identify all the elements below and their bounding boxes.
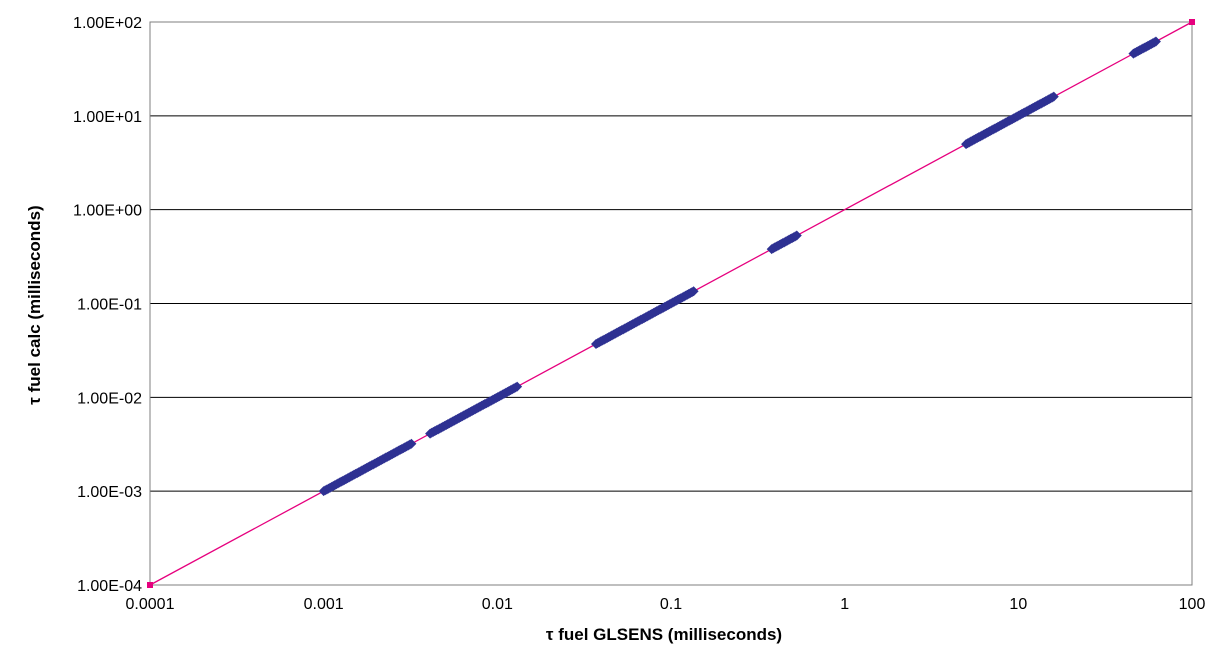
data-point bbox=[1150, 36, 1161, 47]
y-tick-label: 1.00E-01 bbox=[77, 297, 142, 314]
x-tick-label: 0.0001 bbox=[126, 596, 175, 613]
reference-point bbox=[1189, 19, 1195, 25]
y-tick-label: 1.00E-02 bbox=[77, 390, 142, 407]
y-tick-label: 1.00E-03 bbox=[77, 484, 142, 501]
x-axis-tick-labels: 0.0001 0.001 0.01 0.1 1 10 100 bbox=[126, 596, 1206, 613]
x-tick-label: 0.1 bbox=[660, 596, 682, 613]
y-axis-tick-labels: 1.00E-04 1.00E-03 1.00E-02 1.00E-01 1.00E+00… bbox=[73, 15, 142, 595]
y-tick-label: 1.00E+02 bbox=[73, 15, 142, 32]
x-tick-label: 100 bbox=[1179, 596, 1206, 613]
x-tick-label: 0.001 bbox=[304, 596, 344, 613]
plot-area bbox=[149, 21, 1193, 586]
data-point bbox=[406, 438, 417, 449]
data-point bbox=[512, 381, 523, 392]
y-tick-label: 1.00E+00 bbox=[73, 203, 142, 220]
data-point bbox=[791, 230, 802, 241]
y-axis-title: τ fuel calc (milliseconds) bbox=[25, 205, 44, 404]
data-point bbox=[1048, 91, 1059, 102]
data-points bbox=[318, 36, 1161, 497]
x-tick-label: 0.01 bbox=[482, 596, 513, 613]
data-point bbox=[688, 286, 699, 297]
y-tick-label: 1.00E-04 bbox=[77, 578, 142, 595]
x-axis-title: τ fuel GLSENS (milliseconds) bbox=[546, 625, 782, 644]
y-tick-label: 1.00E+01 bbox=[73, 109, 142, 126]
x-tick-label: 10 bbox=[1009, 596, 1027, 613]
reference-point bbox=[147, 582, 153, 588]
x-tick-label: 1 bbox=[840, 596, 849, 613]
